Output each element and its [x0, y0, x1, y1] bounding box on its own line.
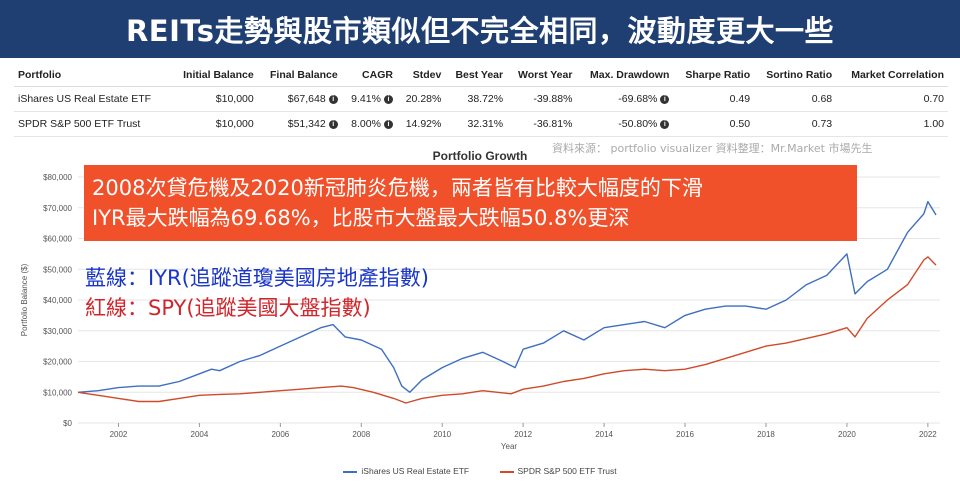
x-tick-label: 2016	[676, 430, 694, 439]
info-icon[interactable]: i	[328, 94, 338, 104]
portfolio-stats-table: Portfolio Initial Balance Final Balance …	[14, 64, 948, 137]
red-line-note: 紅線：SPY(追蹤美國大盤指數)	[85, 296, 371, 320]
table-cell: -39.88%	[507, 86, 577, 112]
table-cell: 0.49	[673, 86, 755, 112]
legend-item[interactable]: SPDR S&P 500 ETF Trust	[499, 466, 617, 476]
y-tick-label: $50,000	[43, 265, 72, 274]
column-header: Sharpe Ratio	[673, 64, 755, 87]
x-tick-label: 2022	[919, 430, 937, 439]
x-tick-label: 2002	[110, 430, 128, 439]
table-row: iShares US Real Estate ETF $10,000 $67,6…	[14, 86, 948, 112]
table-cell: -36.81%	[507, 111, 577, 137]
y-tick-label: $20,000	[43, 358, 72, 367]
table-cell: 14.92%	[396, 111, 446, 137]
cell-value: 8.00%	[351, 118, 381, 130]
column-header: Initial Balance	[170, 64, 258, 87]
table-cell: 32.31%	[445, 111, 508, 137]
table-cell: 0.68	[754, 86, 837, 112]
column-header: Sortino Ratio	[754, 64, 837, 87]
table-cell: $10,000	[170, 111, 258, 137]
table-cell: $51,342 i	[257, 111, 342, 137]
info-icon[interactable]: i	[383, 94, 393, 104]
table-cell: iShares US Real Estate ETF	[14, 86, 171, 112]
column-header: Stdev	[396, 64, 446, 87]
callout-box: 2008次貸危機及2020新冠肺炎危機，兩者皆有比較大幅度的下滑 IYR最大跌幅…	[84, 165, 857, 241]
legend-swatch-spy	[499, 470, 514, 473]
x-tick-label: 2008	[352, 430, 370, 439]
x-tick-label: 2012	[514, 430, 532, 439]
cell-value: -69.68%	[618, 93, 658, 105]
table-cell: 9.41% i	[341, 86, 397, 112]
column-header: Worst Year	[507, 64, 577, 87]
cell-value: -50.80%	[618, 118, 658, 130]
slide-title-banner: REITs走勢與股市類似但不完全相同，波動度更大一些	[0, 0, 960, 58]
blue-line-note: 藍線：IYR(追蹤道瓊美國房地產指數)	[85, 266, 429, 290]
table-cell: -50.80% i	[576, 111, 674, 137]
y-tick-label: $80,000	[43, 173, 72, 182]
column-header: Portfolio	[14, 64, 171, 87]
table-cell: $67,648 i	[257, 86, 342, 112]
info-icon[interactable]: i	[660, 94, 670, 104]
column-header: Final Balance	[257, 64, 342, 87]
y-tick-label: $30,000	[43, 327, 72, 336]
legend-label: SPDR S&P 500 ETF Trust	[517, 466, 617, 476]
table-cell: 1.00	[836, 111, 948, 137]
legend-swatch-iyr	[343, 470, 358, 473]
column-header: Best Year	[445, 64, 508, 87]
cell-value: $51,342	[287, 118, 326, 130]
table-cell: 8.00% i	[341, 111, 397, 137]
x-axis-title: Year	[501, 442, 518, 451]
column-header: CAGR	[341, 64, 397, 87]
x-tick-label: 2010	[433, 430, 451, 439]
callout-line: 2008次貸危機及2020新冠肺炎危機，兩者皆有比較大幅度的下滑	[92, 176, 703, 200]
table-cell: SPDR S&P 500 ETF Trust	[14, 111, 171, 137]
table-cell: 20.28%	[396, 86, 446, 112]
table-cell: 0.70	[836, 86, 948, 112]
x-tick-label: 2020	[838, 430, 856, 439]
x-tick-label: 2004	[191, 430, 209, 439]
y-tick-label: $0	[63, 419, 72, 428]
column-header: Market Correlation	[836, 64, 948, 87]
callout-line: IYR最大跌幅為69.68%，比股市大盤最大跌幅50.8%更深	[92, 206, 630, 230]
y-tick-label: $10,000	[43, 388, 72, 397]
chart-legend: iShares US Real Estate ETF SPDR S&P 500 …	[0, 466, 960, 476]
table-cell: -69.68% i	[576, 86, 674, 112]
legend-label: iShares US Real Estate ETF	[361, 466, 470, 476]
info-icon[interactable]: i	[660, 119, 670, 129]
info-icon[interactable]: i	[383, 119, 393, 129]
info-icon[interactable]: i	[328, 119, 338, 129]
table-header-row: Portfolio Initial Balance Final Balance …	[14, 64, 948, 87]
legend-item[interactable]: iShares US Real Estate ETF	[343, 466, 469, 476]
table-cell: 38.72%	[445, 86, 508, 112]
y-axis-title: Portfolio Balance ($)	[20, 263, 29, 336]
chart-title: Portfolio Growth	[432, 149, 528, 163]
cell-value: $67,648	[287, 93, 326, 105]
column-header: Max. Drawdown	[576, 64, 674, 87]
table-cell: 0.50	[673, 111, 755, 137]
x-tick-label: 2018	[757, 430, 775, 439]
table-cell: $10,000	[170, 86, 258, 112]
x-tick-label: 2014	[595, 430, 613, 439]
table-cell: 0.73	[754, 111, 837, 137]
series-line-spy	[77, 256, 937, 404]
source-credit: 資料來源： portfolio visualizer 資料整理：Mr.Marke…	[552, 142, 873, 155]
x-tick-label: 2006	[271, 430, 289, 439]
y-tick-label: $60,000	[43, 235, 72, 244]
table-row: SPDR S&P 500 ETF Trust $10,000 $51,342 i …	[14, 111, 948, 137]
slide-title: REITs走勢與股市類似但不完全相同，波動度更大一些	[125, 14, 835, 48]
y-tick-label: $70,000	[43, 204, 72, 213]
series-line-iyr	[77, 200, 937, 393]
y-tick-label: $40,000	[43, 296, 72, 305]
cell-value: 9.41%	[351, 93, 381, 105]
